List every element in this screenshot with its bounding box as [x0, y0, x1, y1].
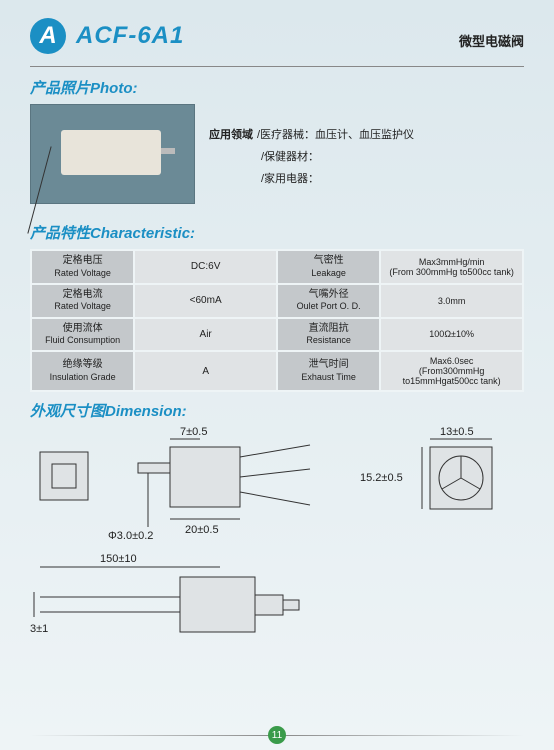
- table-row: 定格电压Rated VoltageDC:6V气密性LeakageMax3mmHg…: [31, 250, 523, 284]
- svg-text:13±0.5: 13±0.5: [440, 427, 474, 438]
- section-badge: A: [30, 18, 66, 54]
- section-dim-heading: 外观尺寸图Dimension:: [30, 400, 524, 421]
- model-title: ACF-6A1: [76, 22, 459, 50]
- category-label: 微型电磁阀: [459, 31, 524, 50]
- application-line-1: /保健器材：: [209, 146, 414, 168]
- header-rule: [30, 66, 524, 67]
- svg-text:15.2±0.5: 15.2±0.5: [360, 472, 403, 484]
- page-number: 11: [268, 726, 286, 744]
- svg-text:150±10: 150±10: [100, 553, 137, 565]
- dimension-drawings: 7±0.5 20±0.5 Φ3.0±0.2 13±0.5 15.2±0.5: [30, 427, 524, 707]
- svg-text:Φ3.0±0.2: Φ3.0±0.2: [108, 530, 153, 542]
- table-row: 定格电流Rated Voltage<60mA气嘴外径Oulet Port O. …: [31, 284, 523, 318]
- photo-row: 应用领域/医疗器械：血压计、血压监护仪 /保健器材： /家用电器：: [0, 104, 554, 214]
- svg-text:7±0.5: 7±0.5: [180, 427, 207, 438]
- product-photo: [30, 104, 195, 204]
- table-row: 绝缘等级Insulation GradeA泄气时间Exhaust TimeMax…: [31, 351, 523, 391]
- application-label: 应用领域: [209, 129, 253, 141]
- application-block: 应用领域/医疗器械：血压计、血压监护仪 /保健器材： /家用电器：: [209, 104, 414, 190]
- svg-text:20±0.5: 20±0.5: [185, 524, 219, 536]
- application-line-2: /家用电器：: [209, 168, 414, 190]
- characteristic-table: 定格电压Rated VoltageDC:6V气密性LeakageMax3mmHg…: [30, 249, 524, 392]
- table-row: 使用流体Fluid ConsumptionAir直流阻抗Resistance10…: [31, 318, 523, 352]
- svg-text:3±1: 3±1: [30, 623, 48, 635]
- section-photo-heading: 产品照片Photo:: [30, 77, 524, 98]
- application-line-0: /医疗器械：血压计、血压监护仪: [257, 129, 414, 141]
- section-char-heading: 产品特性Characteristic:: [30, 222, 524, 243]
- header: A ACF-6A1 微型电磁阀: [0, 0, 554, 60]
